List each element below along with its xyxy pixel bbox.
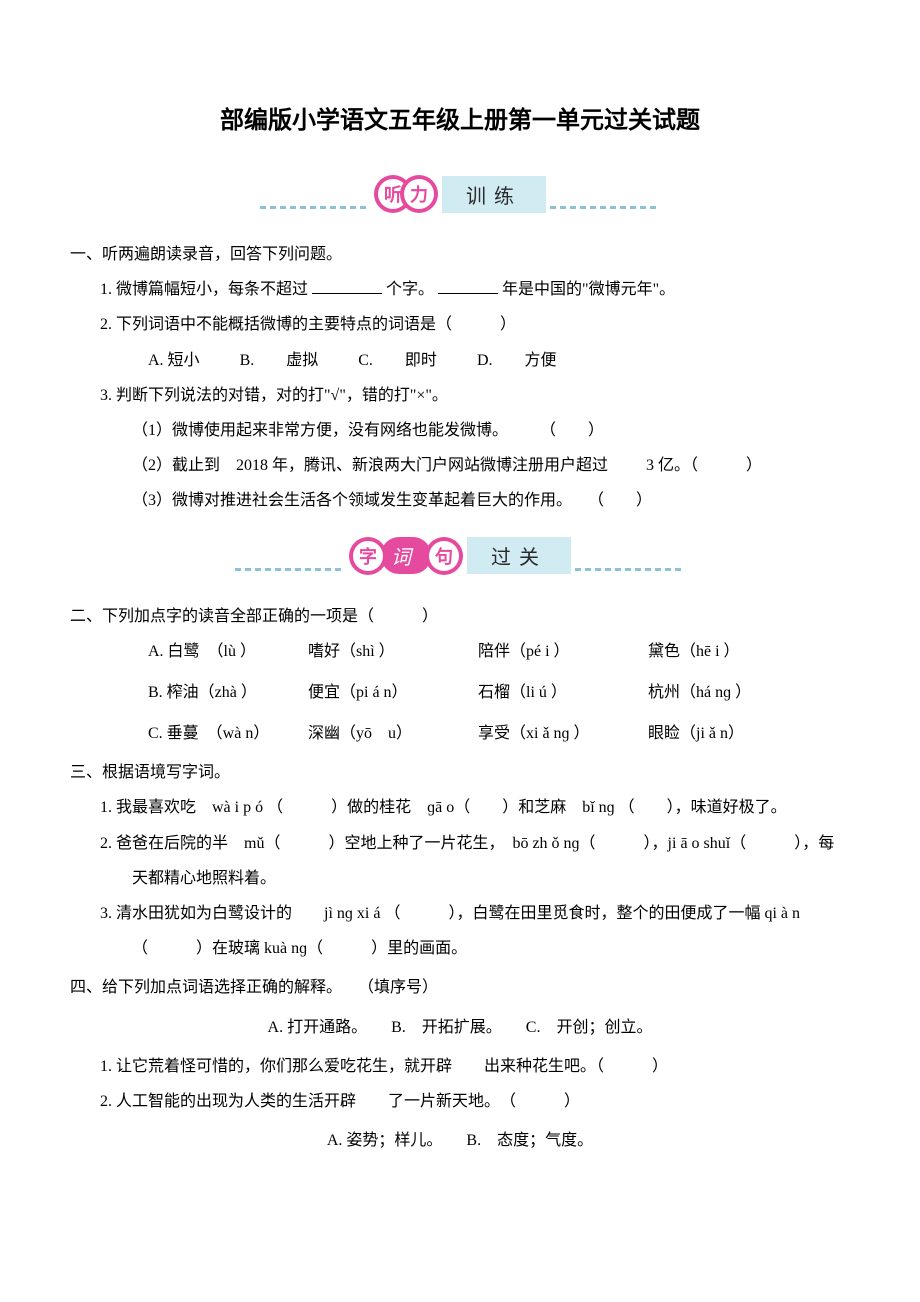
blank-input[interactable] xyxy=(438,277,498,294)
s2-row-cell[interactable]: C. 垂蔓 （wà n） xyxy=(148,716,308,751)
s2-row-cell: 享受（xi ǎ nɡ ） xyxy=(478,716,648,751)
s3-q1: 1. 我最喜欢吃 wà i p ó （ ）做的桂花 ɡā o（ ）和芝麻 bǐ … xyxy=(100,790,850,825)
s1-q3-3: （3）微博对推进社会生活各个领域发生变革起着巨大的作用。 （ ） xyxy=(100,483,850,518)
banner1-char2: 力 xyxy=(404,179,434,209)
s2-row-cell[interactable]: A. 白鹭 （lù ） xyxy=(148,634,308,669)
s1-q3: 3. 判断下列说法的对错，对的打"√"，错的打"×"。 xyxy=(100,378,850,413)
s2-row-cell: 石榴（li ú ） xyxy=(478,675,648,710)
banner-words: 字 词 句 过关 xyxy=(70,537,850,575)
s3-q2: 2. 爸爸在后院的半 mǔ（ ）空地上种了一片花生， bō zh ǒ nɡ（ ）… xyxy=(100,826,850,896)
banner2-label: 过关 xyxy=(467,537,571,574)
s4-opts1: A. 打开通路。 B. 开拓扩展。 C. 开创；创立。 xyxy=(70,1010,850,1045)
s1-heading: 一、听两遍朗读录音，回答下列问题。 xyxy=(70,237,850,272)
s4-q1: 1. 让它荒着怪可惜的，你们那么爱吃花生，就开辟 出来种花生吧。（ ） xyxy=(100,1049,850,1084)
banner2-char1: 字 xyxy=(353,541,383,571)
page-title: 部编版小学语文五年级上册第一单元过关试题 xyxy=(70,100,850,135)
s3-heading: 三、根据语境写字词。 xyxy=(70,755,850,790)
s1-q3-2: （2）截止到 2018 年，腾讯、新浪两大门户网站微博注册用户超过 3 亿。（ … xyxy=(100,448,850,483)
s2-row-cell: 杭州（há nɡ ） xyxy=(648,675,808,710)
s2-row-cell: 深幽（yō u） xyxy=(308,716,478,751)
banner2-char2: 句 xyxy=(429,541,459,571)
blank-input[interactable] xyxy=(312,277,382,294)
s1-q2: 2. 下列词语中不能概括微博的主要特点的词语是（ ） xyxy=(100,307,850,342)
s4-q2: 2. 人工智能的出现为人类的生活开辟 了一片新天地。 （ ） xyxy=(100,1084,850,1119)
s2-row-cell: 黛色（hē i ） xyxy=(648,634,808,669)
s1-q3-1: （1）微博使用起来非常方便，没有网络也能发微博。 （ ） xyxy=(100,413,850,448)
s2-row-cell: 陪伴（pé i ） xyxy=(478,634,648,669)
banner-listening: 听 力 训练 xyxy=(70,175,850,213)
s3-q3: 3. 清水田犹如为白鹭设计的 jì nɡ xi á （ ），白鹭在田里觅食时，整… xyxy=(100,896,850,966)
s2-heading: 二、下列加点字的读音全部正确的一项是（ ） xyxy=(70,599,850,634)
s1-q1: 1. 微博篇幅短小，每条不超过 个字。 年是中国的"微博元年"。 xyxy=(100,272,850,307)
banner1-label: 训练 xyxy=(442,176,546,213)
s4-opts2: A. 姿势；样儿。 B. 态度；气度。 xyxy=(70,1123,850,1158)
s2-row-cell: 眼睑（ji ǎ n） xyxy=(648,716,808,751)
s2-row-cell: 嗜好（shì ） xyxy=(308,634,478,669)
s1-q2-opt-c[interactable]: C. 即时 xyxy=(358,343,437,378)
s1-q2-opt-d[interactable]: D. 方便 xyxy=(477,343,557,378)
s1-q2-opt-a[interactable]: A. 短小 xyxy=(148,343,200,378)
s4-heading: 四、给下列加点词语选择正确的解释。 （填序号） xyxy=(70,970,850,1005)
banner2-mid: 词 xyxy=(381,537,431,574)
s2-row-cell[interactable]: B. 榨油（zhà ） xyxy=(148,675,308,710)
s1-q2-opt-b[interactable]: B. 虚拟 xyxy=(240,343,319,378)
s2-row-cell: 便宜（pi á n） xyxy=(308,675,478,710)
